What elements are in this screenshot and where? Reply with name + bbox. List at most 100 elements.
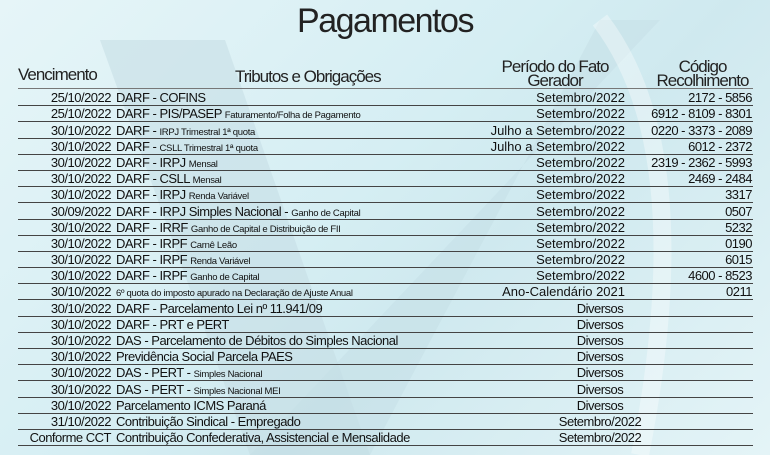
- tax-detail: Mensal: [188, 158, 218, 170]
- tax-main: DARF - IRPJ Simples Nacional -: [116, 203, 289, 219]
- payment-code: 6015: [725, 252, 752, 268]
- table-row: 30/10/2022 DARF - IRPF Renda Variável Sete…: [0, 252, 770, 269]
- tax-detail: Simples Nacional MEI: [193, 385, 281, 397]
- due-date: 30/10/2022: [50, 154, 112, 170]
- tax-name: DARF - Parcelamento Lei nº 11.941/09: [116, 301, 323, 316]
- due-date: 30/10/2022: [50, 333, 112, 348]
- period: Setembro/2022: [558, 430, 642, 446]
- period: Setembro/2022: [558, 413, 642, 429]
- tax-detail: Mensal: [192, 175, 222, 187]
- period: Ano-Calendário 2021: [502, 284, 625, 300]
- due-date: 30/10/2022: [50, 171, 112, 187]
- tax-name: DARF - IRPJ Mensal: [116, 155, 218, 170]
- period: Diversos: [576, 300, 624, 316]
- payment-code: 4600 - 8523: [688, 268, 752, 284]
- table-row: 30/10/2022 DARF - IRPF Ganho de Capital Se…: [0, 268, 770, 285]
- period: Setembro/2022: [536, 203, 625, 219]
- header-divider: [18, 88, 753, 89]
- tax-main: DAS - Parcelamento de Débitos do Simples…: [116, 333, 398, 348]
- tax-name: 6º quota do imposto apurado na Declaraçã…: [116, 284, 353, 299]
- period: Setembro/2022: [536, 268, 625, 284]
- tax-name: DARF - IRPJ Trimestral 1ª quota: [116, 123, 255, 138]
- tax-name: DARF - IRPF Ganho de Capital: [116, 268, 260, 284]
- table-row: 30/10/2022 DARF - IRPJ Renda Variável Sete…: [0, 187, 770, 204]
- tax-detail: Simples Nacional: [193, 369, 263, 381]
- table-row: 25/10/2022 DARF - PIS/PASEP Faturamento/F…: [0, 106, 770, 123]
- tax-name: DARF - PIS/PASEP Faturamento/Folha de Pa…: [116, 106, 361, 121]
- tax-main: DARF - PIS/PASEP: [116, 106, 222, 122]
- due-date: 30/10/2022: [50, 365, 112, 381]
- tax-detail: Renda Variável: [188, 191, 249, 203]
- due-date: 30/10/2022: [50, 138, 112, 154]
- due-date: 30/10/2022: [50, 284, 112, 300]
- due-date: 30/10/2022: [50, 235, 112, 251]
- tax-name: DAS - Parcelamento de Débitos do Simples…: [116, 333, 398, 348]
- tax-detail: Carnê Leão: [190, 239, 237, 251]
- tax-detail: Ganho de Capital: [291, 207, 361, 219]
- tax-detail: 6º quota do imposto apurado na Declaraçã…: [116, 288, 353, 300]
- tax-main: Parcelamento ICMS Paraná: [116, 397, 266, 413]
- table-row: 30/10/2022 DARF - IRRF Ganho de Capital e…: [0, 220, 770, 236]
- payment-code: 0507: [725, 203, 752, 219]
- table-row: 30/10/2022 Previdência Social Parcela PAE…: [0, 349, 770, 366]
- due-date: 30/10/2022: [50, 316, 112, 332]
- tax-main: DARF - IRPF: [116, 235, 188, 251]
- table-row: 30/10/2022 DARF - PRT e PERT Diversos: [0, 316, 770, 334]
- tax-main: Contribuição Confederativa, Assistencial…: [116, 430, 410, 446]
- header-codigo-line2: Recolhimento: [656, 71, 750, 90]
- due-date: 25/10/2022: [50, 106, 112, 122]
- header-tributos: Tributos e Obrigações: [235, 67, 382, 86]
- tax-main: Contribuição Sindical - Empregado: [116, 413, 301, 429]
- period: Setembro/2022: [536, 187, 625, 203]
- tax-name: DAS - PERT - Simples Nacional MEI: [116, 382, 281, 397]
- due-date: 30/10/2022: [50, 268, 112, 284]
- period: Diversos: [576, 365, 624, 381]
- tax-name: DARF - CSLL Mensal: [116, 171, 222, 187]
- period: Diversos: [576, 316, 624, 332]
- due-date: 30/10/2022: [50, 122, 112, 138]
- table-row: 30/10/2022 DAS - PERT - Simples Nacional D…: [0, 365, 770, 382]
- page-title: Pagamentos: [297, 2, 474, 40]
- tax-main: DAS - PERT -: [116, 381, 191, 397]
- period: Julho a Setembro/2022: [490, 122, 625, 138]
- payment-code: 0190: [725, 235, 752, 251]
- tax-detail: CSLL Trimestral 1ª quota: [159, 142, 258, 154]
- tax-name: DARF - IRPJ Simples Nacional - Ganho de …: [116, 203, 361, 219]
- period: Setembro/2022: [536, 235, 625, 251]
- period: Setembro/2022: [536, 106, 625, 122]
- period: Diversos: [576, 381, 624, 397]
- payment-code: 5232: [725, 219, 752, 235]
- due-date: 30/10/2022: [50, 219, 112, 235]
- tax-main: DARF - PRT e PERT: [116, 316, 229, 332]
- period: Diversos: [576, 349, 624, 365]
- table-row: 31/10/2022 Contribuição Sindical - Empreg…: [0, 413, 770, 431]
- tax-main: DARF - IRPF: [116, 268, 188, 284]
- tax-detail: Ganho de Capital e Distribuição de FII: [190, 223, 341, 235]
- tax-name: DARF - IRRF Ganho de Capital e Distribui…: [116, 220, 341, 235]
- tax-detail: IRPJ Trimestral 1ª quota: [159, 126, 256, 138]
- due-date: 30/10/2022: [50, 381, 112, 397]
- period: Diversos: [576, 397, 624, 413]
- payment-code: 0220 - 3373 - 2089: [651, 122, 752, 138]
- table-row: 30/10/2022 DARF - Parcelamento Lei nº 11.…: [0, 300, 770, 317]
- table-row: 30/10/2022 6º quota do imposto apurado n…: [0, 284, 770, 301]
- header-codigo-line1: Código: [678, 57, 728, 76]
- table-row: 30/10/2022 Parcelamento ICMS Paraná Diver…: [0, 398, 770, 414]
- tax-main: DARF - IRRF: [116, 219, 188, 235]
- tax-main: DAS - PERT -: [116, 365, 191, 381]
- period: Setembro/2022: [536, 219, 625, 235]
- table-row: 30/10/2022 DAS - Parcelamento de Débitos …: [0, 333, 770, 350]
- due-date: 30/09/2022: [50, 203, 112, 219]
- period: Setembro/2022: [536, 171, 625, 187]
- tax-detail: Ganho de Capital: [190, 272, 260, 284]
- payment-code: 2172 - 5856: [688, 90, 752, 106]
- period: Setembro/2022: [536, 90, 625, 106]
- table-row: 30/10/2022 DARF - IRPF Carnê Leão Setembro…: [0, 235, 770, 253]
- tax-main: DARF - CSLL: [116, 171, 190, 187]
- tax-name: DAS - PERT - Simples Nacional: [116, 365, 262, 380]
- due-date: Conforme CCT: [29, 430, 112, 446]
- payment-code: 6912 - 8109 - 8301: [651, 106, 752, 122]
- table-row: 30/10/2022 DARF - IRPJ Mensal Setembro/202…: [0, 154, 770, 172]
- tax-detail: Faturamento/Folha de Pagamento: [224, 110, 361, 122]
